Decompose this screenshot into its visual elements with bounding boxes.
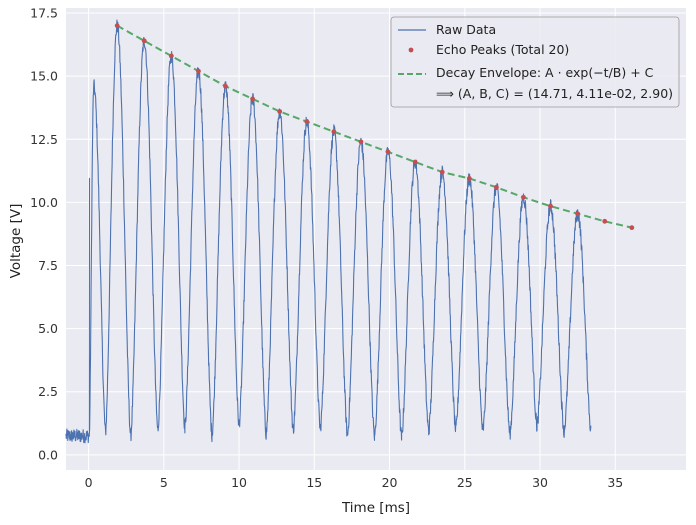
- y-tick-label: 7.5: [38, 258, 58, 273]
- echo-peak-point: [223, 83, 228, 89]
- x-tick-label: 15: [306, 475, 322, 490]
- echo-peak-point: [493, 184, 499, 190]
- x-tick-label: 30: [532, 475, 548, 490]
- echo-peak-point: [358, 139, 364, 145]
- x-tick-label: 25: [457, 475, 473, 490]
- legend-fit-label-line2: ⟹ (A, B, C) = (14.71, 4.11e-02, 2.90): [436, 86, 673, 101]
- y-tick-label: 2.5: [38, 384, 58, 399]
- series-layer: [65, 19, 635, 444]
- x-axis-label: Time [ms]: [341, 500, 410, 516]
- x-tick-label: 20: [382, 475, 398, 490]
- echo-peak-point: [439, 169, 445, 175]
- echo-peak-point: [168, 53, 174, 59]
- legend-peaks-label: Echo Peaks (Total 20): [436, 42, 569, 57]
- raw-data-line: [65, 19, 592, 444]
- echo-peak-point: [521, 194, 526, 200]
- x-tick-label: 35: [607, 475, 623, 490]
- y-tick-label: 0.0: [38, 447, 58, 462]
- echo-peak-point: [548, 203, 553, 209]
- grid-horizontal: [66, 12, 686, 456]
- legend-raw-label: Raw Data: [436, 22, 496, 37]
- x-tick-labels: 0 5 10 15 20 25 30 35: [85, 475, 624, 490]
- echo-peak-point: [250, 96, 256, 102]
- echo-peak-point: [575, 211, 581, 217]
- y-tick-label: 15.0: [30, 69, 58, 84]
- decay-envelope-line: [116, 24, 633, 229]
- legend-fit-label-line1: Decay Envelope: A · exp(−t/B) + C: [436, 65, 654, 80]
- echo-peak-point: [412, 159, 418, 165]
- echo-peak-point: [277, 109, 283, 114]
- y-tick-label: 10.0: [30, 195, 58, 210]
- y-tick-labels: 0.0 2.5 5.0 7.5 10.0 12.5 15.0 17.5: [30, 6, 58, 463]
- echo-peak-point: [466, 176, 472, 181]
- echo-peak-point: [385, 149, 391, 155]
- y-tick-label: 5.0: [38, 321, 58, 336]
- echo-peak-point: [331, 129, 337, 135]
- y-tick-label: 17.5: [30, 6, 58, 21]
- x-tick-label: 10: [231, 475, 247, 490]
- y-axis-label: Voltage [V]: [8, 204, 24, 279]
- y-tick-label: 12.5: [30, 132, 58, 147]
- legend-box: [390, 16, 680, 108]
- x-tick-label: 0: [85, 475, 93, 490]
- legend: Raw Data Echo Peaks (Total 20) Decay Env…: [390, 16, 680, 108]
- legend-peaks-swatch: [408, 47, 414, 53]
- echo-peak-point: [141, 38, 147, 44]
- x-tick-label: 5: [160, 475, 168, 490]
- echo-peak-point: [602, 218, 608, 224]
- echo-peak-point: [196, 68, 201, 74]
- echo-peak-point: [304, 119, 310, 125]
- echo-peak-point: [114, 23, 120, 29]
- echo-peak-point: [629, 225, 635, 231]
